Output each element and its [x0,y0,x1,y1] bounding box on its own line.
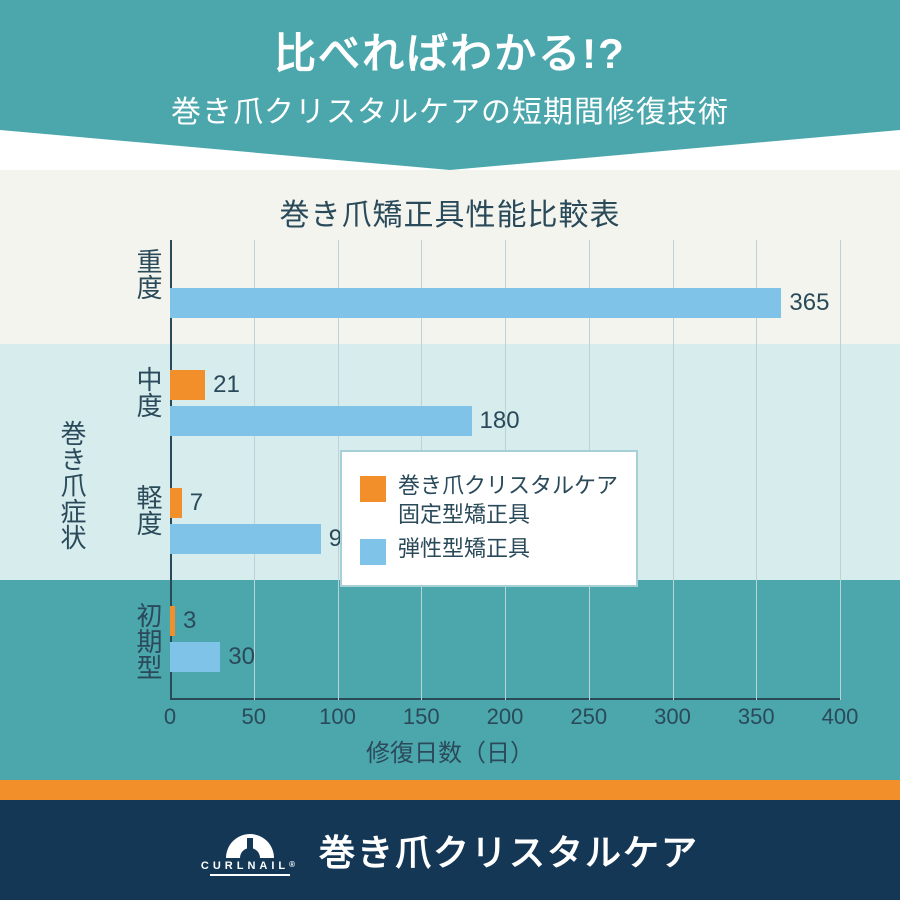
footer-main: CURLNAIL® 巻き爪クリスタルケア [0,800,900,900]
chart-x-tick-label: 150 [403,704,440,730]
chart-bar [170,606,175,636]
legend-swatch [360,539,386,565]
header: 比べればわかる!? 巻き爪クリスタルケアの短期間修復技術 [0,0,900,170]
header-subtitle: 巻き爪クリスタルケアの短期間修復技術 [0,87,900,131]
registered-mark: ® [289,860,299,869]
chart-title: 巻き爪矯正具性能比較表 [0,190,900,234]
chart-x-axis-label: 修復日数（日） [0,733,900,768]
chart-bar-value-label: 180 [480,407,520,435]
brand-name: CURLNAIL [201,860,289,872]
footer-title: 巻き爪クリスタルケア [319,824,699,876]
brand-underline [210,874,290,876]
brand-logo-text: CURLNAIL® [201,860,299,872]
chart-bar-value-label: 7 [190,489,203,517]
chart-x-tick-label: 0 [164,704,176,730]
chart-x-tick-label: 100 [319,704,356,730]
chart-area: 巻き爪矯正具性能比較表 巻き爪症状 0 50 100 150 200 250 300 350 4… [0,170,900,780]
page: 比べればわかる!? 巻き爪クリスタルケアの短期間修復技術 巻き爪矯正具性能比較表… [0,0,900,900]
chart-bar [170,288,781,318]
chart-category-label: 中度 [130,366,167,418]
chart-bar [170,524,321,554]
chart-category-label: 初期型 [130,602,167,680]
chart-legend: 巻き爪クリスタルケア 固定型矯正具弾性型矯正具 [340,450,638,587]
chart-x-tick-label: 200 [487,704,524,730]
chart-x-tick-label: 250 [570,704,607,730]
legend-item: 巻き爪クリスタルケア 固定型矯正具 [360,472,618,529]
chart-gridline [840,240,841,700]
chart-x-tick-label: 300 [654,704,691,730]
legend-label: 巻き爪クリスタルケア 固定型矯正具 [398,472,618,529]
chart-bar [170,488,182,518]
chart-bar [170,642,220,672]
chart-bar [170,370,205,400]
chart-bar-value-label: 3 [183,607,196,635]
chart-bar-value-label: 30 [228,643,255,671]
chart-x-tick-label: 50 [242,704,266,730]
legend-swatch [360,476,386,502]
footer-accent-stripe [0,780,900,800]
chart-bar [170,406,472,436]
legend-item: 弾性型矯正具 [360,535,618,565]
chart-y-axis-label: 巻き爪症状 [54,420,91,550]
chart-x-tick-label: 400 [822,704,859,730]
chart-category-label: 軽度 [130,484,167,536]
curlnail-arch-icon [220,824,280,858]
chart-bar-value-label: 21 [213,371,240,399]
chart-category-label: 重度 [130,248,167,300]
chart-bar-value-label: 365 [789,289,829,317]
legend-label: 弾性型矯正具 [398,535,530,564]
footer: CURLNAIL® 巻き爪クリスタルケア [0,780,900,900]
header-title: 比べればわかる!? [0,20,900,81]
chart-x-tick-label: 350 [738,704,775,730]
brand-logo: CURLNAIL® [201,824,299,876]
